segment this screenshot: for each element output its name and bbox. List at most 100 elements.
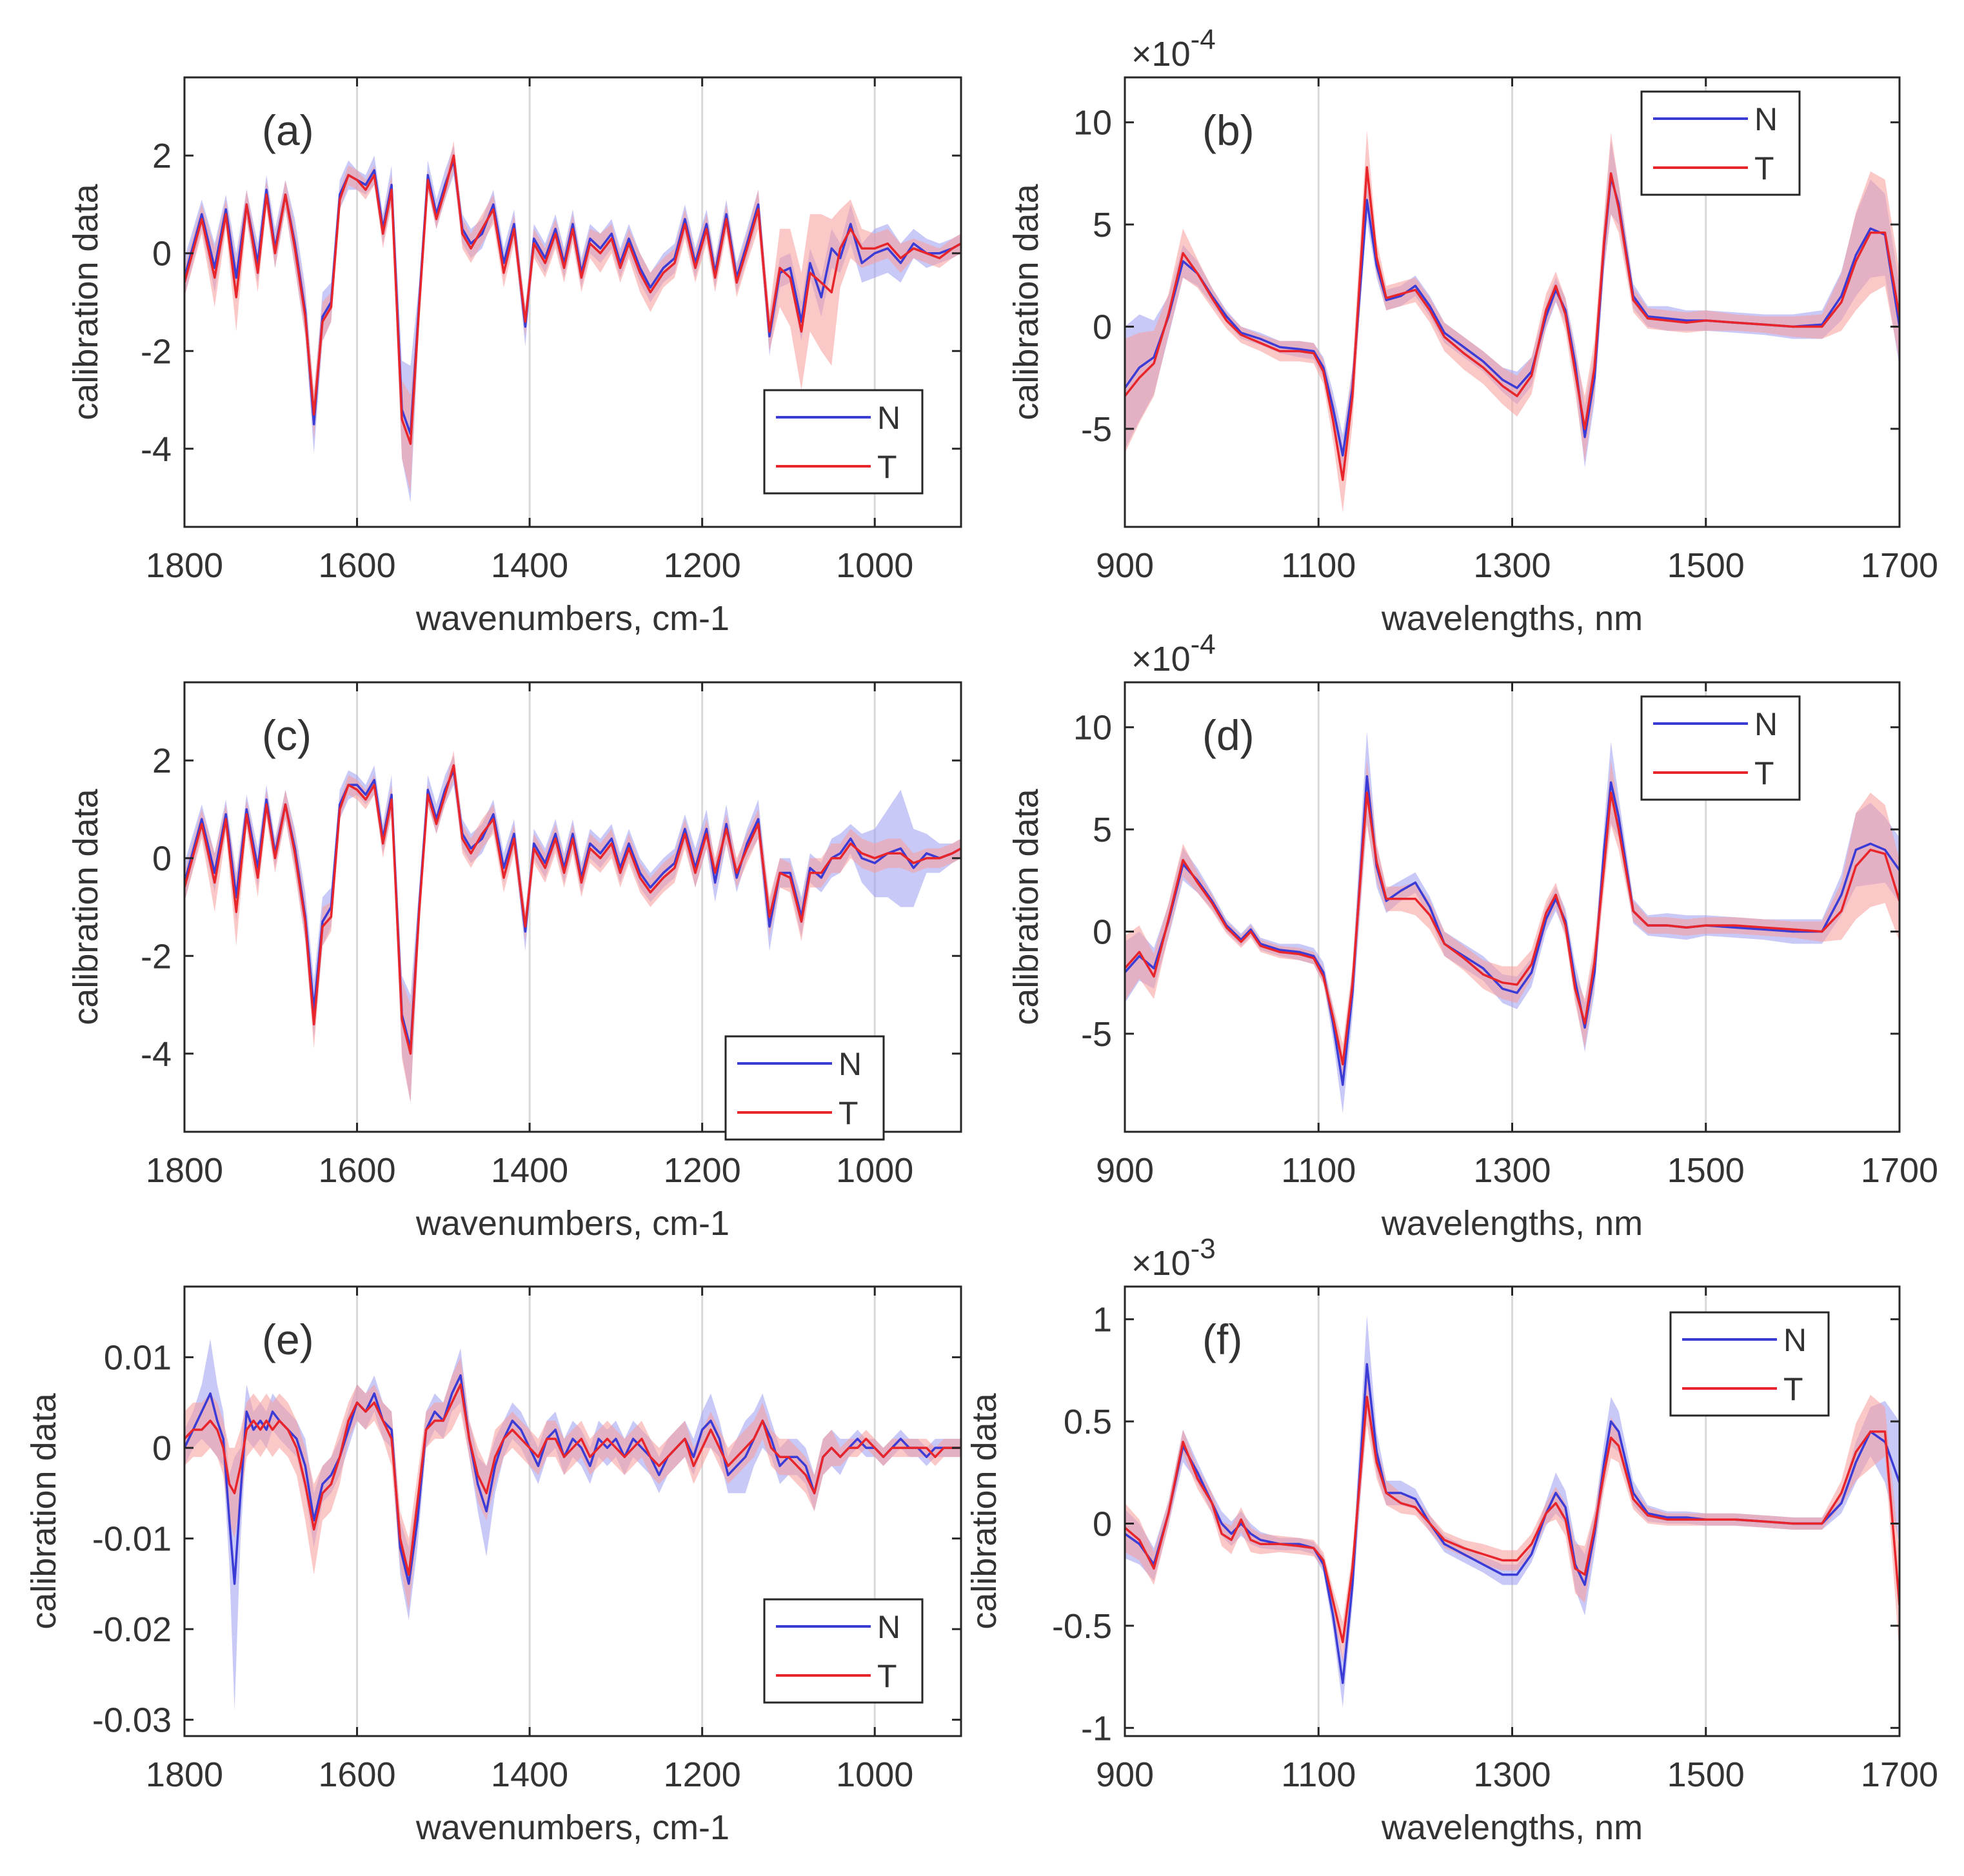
x-tick-label: 900 [1096,1151,1154,1190]
panel-label: (b) [1202,106,1255,154]
x-tick-label: 1300 [1473,546,1551,585]
y-tick-label: 0.01 [104,1339,172,1377]
panel-b: 900 1100 1300 1500 1700 10 5 0 -5 wavelengths, nm… [1007,24,1938,638]
panel-label: (d) [1202,711,1255,759]
panel-e: 1800 1600 1400 1200 1000 0.01 0 -0.01 -0.02 -0.03… [25,1285,962,1847]
y-axis-label: calibration data [965,1392,1004,1629]
legend-label-n: N [1754,101,1778,137]
legend-box [1640,695,1801,801]
x-tick-label: 900 [1096,1755,1154,1794]
y-tick-label: 0 [1093,913,1112,952]
panel-label: (e) [262,1316,314,1363]
legend-label-t: T [838,1095,858,1131]
series-line-t [1125,1396,1900,1644]
exponent-base: ×10 [1131,640,1191,678]
x-tick-label: 1600 [318,1755,395,1794]
legend: NT [1640,90,1801,196]
axis-exponent: ×10-3 [1131,1233,1216,1283]
x-tick-label: 1100 [1281,1151,1356,1190]
x-axis-label: wavelengths, nm [1381,1808,1643,1847]
axes-frame [183,681,962,1133]
panel-f: 900 1100 1300 1500 1700 1 0.5 0 -0.5 -1 wavelength… [965,1233,1938,1847]
y-tick-label: 0 [152,840,172,878]
x-tick-label: 1400 [491,1151,568,1190]
y-tick-label: -0.02 [92,1610,172,1649]
band-t [184,141,961,493]
y-axis-label: calibration data [1007,183,1046,420]
x-tick-label: 1800 [146,546,223,585]
axes-frame [183,76,962,528]
x-axis-label: wavelengths, nm [1381,599,1643,638]
legend-label-n: N [877,1609,900,1645]
axes-frame [183,1285,962,1737]
y-tick-label: 0 [1093,308,1112,347]
x-tick-label: 1800 [146,1755,223,1794]
y-tick-label: -0.5 [1052,1607,1112,1646]
y-tick-label: 0 [152,1429,172,1468]
x-tick-label: 1200 [664,1151,741,1190]
series-group [1125,731,1900,1114]
series-line-t [184,154,961,445]
y-tick-label: -4 [141,1035,172,1074]
y-axis-label: calibration data [66,183,105,420]
y-tick-label: -0.03 [92,1701,172,1740]
series-line-t [1125,791,1900,1066]
series-group [1125,1315,1900,1708]
y-tick-label: 10 [1073,709,1112,747]
x-tick-label: 1700 [1861,546,1938,585]
x-tick-label: 1500 [1667,546,1745,585]
axis-exponent: ×10-4 [1131,24,1216,74]
legend: NT [1669,1311,1830,1417]
y-tick-label: -0.01 [92,1520,172,1559]
y-tick-label: -4 [141,430,172,469]
y-tick-label: -2 [141,937,172,976]
y-tick-label: -1 [1081,1709,1112,1748]
y-tick-label: -5 [1081,410,1112,449]
x-tick-label: 1700 [1861,1755,1938,1794]
band-t [184,1357,961,1612]
legend-label-t: T [1783,1371,1803,1407]
x-tick-label: 1200 [664,1755,741,1794]
y-tick-label: 2 [152,137,172,175]
x-axis-label: wavenumbers, cm-1 [415,1204,729,1243]
panel-a: 1800 1600 1400 1200 1000 2 0 -2 -4 wavenumbers, c… [66,76,962,638]
legend-box [763,1598,924,1704]
series-line-t [184,1383,961,1576]
x-tick-label: 1200 [664,546,741,585]
panel-label: (f) [1202,1316,1242,1363]
y-tick-label: -2 [141,332,172,371]
legend: NT [763,389,924,495]
x-tick-label: 1000 [836,1755,913,1794]
x-tick-label: 1100 [1281,1755,1356,1794]
series-line-t [184,764,961,1055]
legend: NT [763,1598,924,1704]
x-axis-label: wavenumbers, cm-1 [415,1808,729,1847]
y-axis-label: calibration data [1007,788,1046,1025]
band-t [1125,1368,1900,1663]
band-t [1125,130,1900,513]
legend-label-t: T [1754,150,1774,186]
legend-label-t: T [877,449,897,485]
x-tick-label: 1800 [146,1151,223,1190]
legend-label-n: N [838,1046,862,1082]
series-group [184,751,961,1103]
series-line-t [1125,166,1900,481]
y-axis-label: calibration data [25,1392,63,1629]
x-tick-label: 1600 [318,1151,395,1190]
exponent-base: ×10 [1131,1244,1191,1283]
legend: NT [724,1035,885,1141]
legend-label-t: T [877,1658,897,1694]
panel-c: 1800 1600 1400 1200 1000 2 0 -2 -4 wavenumbers, c… [66,681,962,1243]
y-tick-label: 0 [1093,1505,1112,1544]
legend-label-n: N [877,400,900,436]
y-tick-label: 0 [152,235,172,273]
x-tick-label: 1300 [1473,1755,1551,1794]
exponent-power: -4 [1191,629,1216,660]
series-group [1125,130,1900,513]
x-tick-label: 1000 [836,1151,913,1190]
exponent-base: ×10 [1131,35,1191,74]
y-tick-label: 1 [1093,1301,1112,1339]
x-tick-label: 900 [1096,546,1154,585]
x-tick-label: 1500 [1667,1151,1745,1190]
x-tick-label: 1600 [318,546,395,585]
